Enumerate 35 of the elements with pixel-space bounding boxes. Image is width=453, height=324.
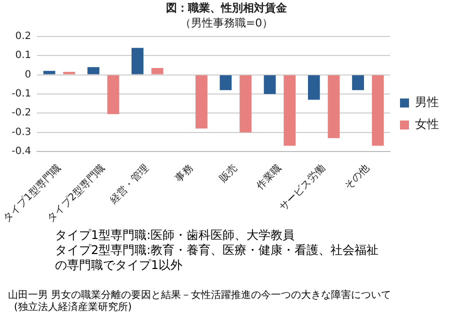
text: (独立法人経済産業研究所) (13, 302, 133, 314)
y-tick-label: -0.1 (12, 88, 32, 100)
legend-label: 女性 (415, 117, 439, 132)
bar (151, 68, 164, 74)
bar (132, 48, 144, 74)
bar (372, 75, 384, 146)
bar (220, 75, 232, 90)
x-tick-label: その他 (342, 162, 372, 192)
bar (63, 72, 76, 74)
y-tick-label: 0.1 (15, 50, 32, 62)
x-tick-label: 事務 (172, 162, 196, 185)
text: タイプ1型専門職:医師・歯科医師、大学教員 (55, 228, 296, 243)
text: タイプ2型専門職:教育・養育、医療・健康・看護、社会福祉の専門職でタイプ1以外 (55, 243, 380, 273)
y-tick-label: -0.2 (12, 108, 32, 119)
bar (87, 67, 100, 74)
text: 山田一男 男女の職業分離の要因と結果－女性活躍推進の今一つの大きな障害について (8, 290, 392, 302)
bar (107, 75, 120, 114)
chart-subtitle: （男性事務職=0） (180, 16, 274, 30)
bar (352, 75, 364, 90)
bar (284, 75, 296, 146)
bar (240, 75, 252, 132)
y-tick-label: 0.2 (15, 30, 32, 42)
bar (328, 75, 340, 138)
x-tick-label: 作業職 (253, 162, 284, 193)
x-tick-label: 経営・管理 (106, 162, 152, 207)
chart-title: 図：職業、性別相対賃金 (166, 1, 288, 14)
y-tick-label: 0 (24, 69, 32, 80)
bar (308, 75, 320, 100)
y-tick-label: -0.3 (12, 126, 32, 138)
legend-label: 男性 (415, 95, 439, 110)
bar (264, 75, 276, 94)
bar (196, 75, 208, 128)
x-tick-label: 販売 (216, 162, 240, 185)
y-tick-label: -0.4 (12, 146, 32, 158)
bar (43, 70, 56, 74)
